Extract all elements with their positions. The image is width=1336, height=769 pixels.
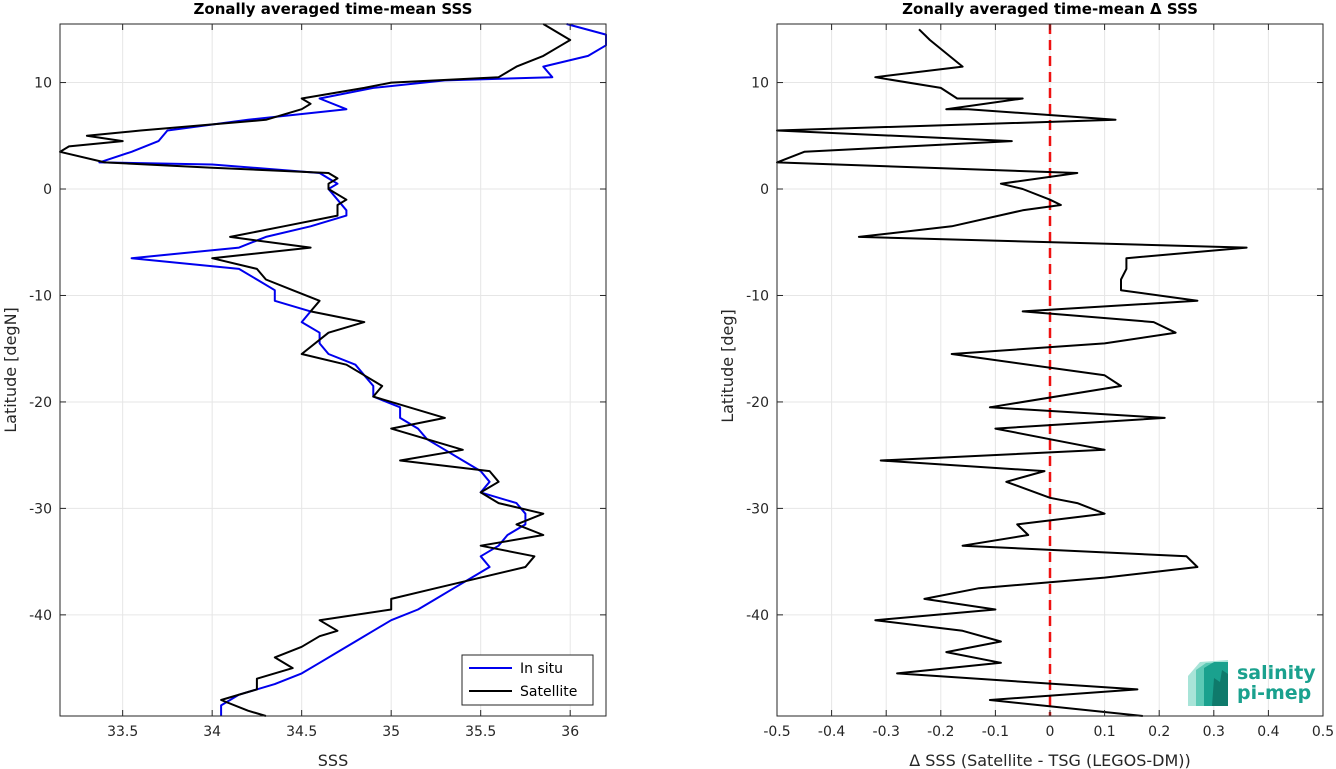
right-y-tick-label: 0 [760,182,769,198]
left-axes-frame [59,23,607,717]
left-grid [60,24,606,716]
legend-box [461,654,594,706]
right-x-tick-label: -0.1 [982,724,1009,740]
left-series-group [59,23,607,717]
right-x-tick-label: 0.3 [1203,724,1225,740]
right-x-tick-label: -0.3 [873,724,900,740]
left-y-tick-label: 0 [43,182,52,198]
right-y-tick-label: -40 [746,608,769,624]
right-y-tick-label: 10 [751,76,769,92]
right-x-tick-label: 0 [1046,724,1055,740]
right-y-tick-label: -10 [746,288,769,304]
left-y-axis-label: Latitude [degN] [1,307,20,433]
left-y-ticks: 10 0 -10 -20 -30 -40 [29,76,606,624]
left-x-tick-label: 34.5 [286,724,317,740]
right-x-tick-label: -0.2 [927,724,954,740]
left-x-tick-label: 36 [561,724,579,740]
left-axes: 33.5 34 34.5 35 35.5 36 10 0 -10 -20 -30 -40 Zonal… [1,0,607,769]
right-y-tick-label: -20 [746,395,769,411]
right-chart-title: Zonally averaged time-mean Δ SSS [902,0,1198,18]
right-x-tick-label: -0.5 [763,724,790,740]
left-x-tick-label: 35 [382,724,400,740]
left-series-line-in-situ [98,23,607,716]
left-y-tick-label: -10 [29,288,52,304]
legend-label-satellite: Satellite [520,684,577,700]
right-x-axis-label: Δ SSS (Satellite - TSG (LEGOS-DM)) [909,751,1191,769]
right-y-ticks: 10 0 -10 -20 -30 -40 [746,76,1323,624]
right-series-group [776,28,1248,717]
left-series-line-satellite [59,23,572,717]
legend-label-in-situ: In situ [520,661,563,677]
right-series-line-series-0 [776,28,1248,717]
right-x-tick-label: -0.4 [818,724,845,740]
left-y-tick-label: -40 [29,608,52,624]
left-x-axis-label: SSS [318,751,348,769]
right-x-tick-label: 0.2 [1148,724,1170,740]
logo-text-salinity: salinity [1237,662,1316,684]
right-y-axis-label: Latitude [deg] [718,309,737,423]
left-plot-area [60,24,606,716]
wave-logo-icon [1188,660,1228,706]
left-y-tick-label: -30 [29,501,52,517]
left-x-ticks: 33.5 34 34.5 35 35.5 36 [107,24,579,740]
left-chart-title: Zonally averaged time-mean SSS [194,0,473,18]
legend: In situ Satellite [461,654,594,706]
left-x-tick-label: 35.5 [465,724,496,740]
left-x-tick-label: 34 [203,724,221,740]
right-x-tick-label: 0.4 [1257,724,1279,740]
left-x-tick-label: 33.5 [107,724,138,740]
right-axes: -0.5 -0.4 -0.3 -0.2 -0.1 0 0.1 0.2 0.3 0.4 0.5 10 0… [718,0,1334,769]
right-x-tick-label: 0.5 [1312,724,1334,740]
logo-text-pi-mep: pi-mep [1237,682,1311,704]
left-y-tick-label: 10 [34,76,52,92]
salinity-pi-mep-logo: salinity pi-mep [1188,660,1316,706]
left-y-tick-label: -20 [29,395,52,411]
right-y-tick-label: -30 [746,501,769,517]
right-x-ticks: -0.5 -0.4 -0.3 -0.2 -0.1 0 0.1 0.2 0.3 0.4 0.5 [763,24,1334,740]
right-x-tick-label: 0.1 [1093,724,1115,740]
